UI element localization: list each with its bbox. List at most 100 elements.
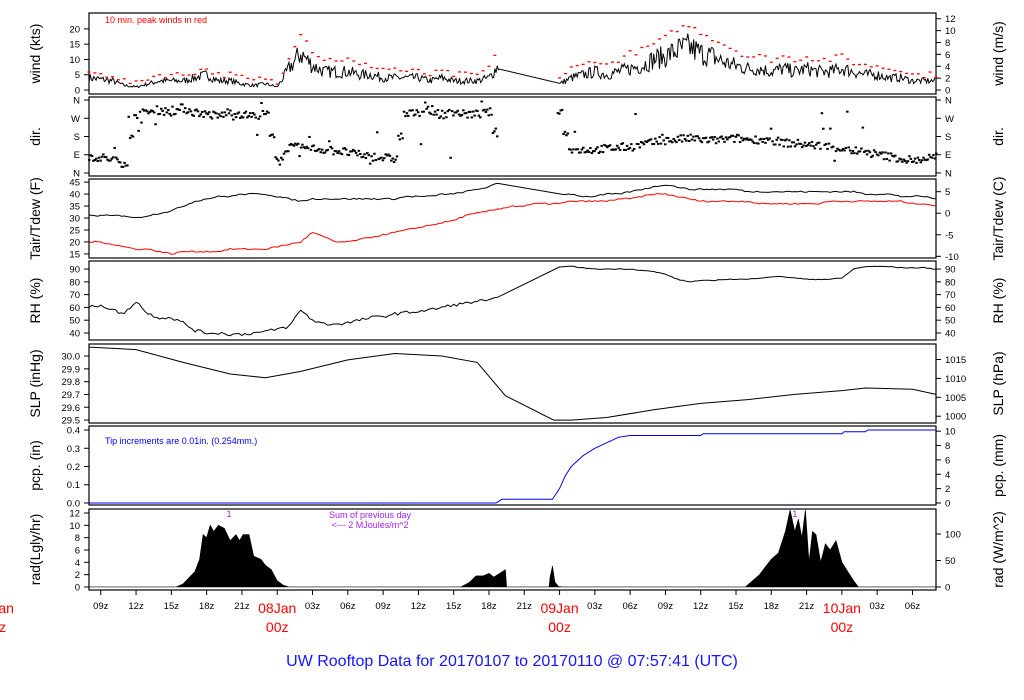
- wind-direction-point: [193, 109, 197, 112]
- wind-direction-point: [233, 113, 236, 116]
- wind-direction-point: [186, 111, 190, 114]
- wind-direction-point: [810, 140, 814, 143]
- wind-direction-point: [200, 110, 204, 113]
- wind-direction-point: [240, 115, 243, 118]
- wind-direction-point: [138, 110, 142, 113]
- wind-direction-point: [155, 105, 159, 108]
- wind-direction-point: [719, 136, 722, 139]
- wind-direction-point: [692, 135, 695, 138]
- wind-direction-point: [421, 110, 424, 113]
- wind-direction-point: [161, 109, 164, 112]
- wind-direction-point: [817, 141, 821, 144]
- wind-direction-point: [179, 103, 183, 106]
- wind-direction-point: [366, 152, 369, 155]
- y-tick-label-right: 50: [945, 556, 956, 567]
- y-tick-label-right: 2: [945, 74, 950, 85]
- x-tick-label: 12z: [128, 601, 144, 612]
- wind-direction-point: [615, 144, 619, 147]
- y-tick-label-right: 90: [945, 265, 956, 276]
- wind-direction-point: [263, 113, 266, 116]
- y-tick-label: 0.4: [67, 426, 80, 437]
- wind-direction-point: [486, 108, 489, 111]
- wind-direction-point: [88, 158, 91, 161]
- wind-direction-point: [96, 160, 99, 163]
- wind-direction-point: [864, 149, 867, 152]
- wind-direction-point: [490, 113, 493, 116]
- wind-direction-point: [665, 136, 668, 139]
- wind-direction-point: [656, 142, 660, 145]
- wind-direction-point: [203, 110, 207, 113]
- wind-direction-point: [884, 151, 887, 154]
- wind-direction-point: [836, 147, 839, 150]
- wind-direction-point: [905, 161, 908, 164]
- wind-direction-point: [313, 149, 317, 152]
- y-axis-label-right: rad (W/m^2): [990, 511, 1006, 588]
- wind-direction-point: [368, 162, 372, 165]
- wind-direction-point: [837, 148, 841, 151]
- y-tick-label-right: 80: [945, 277, 956, 288]
- wind-direction-point: [822, 127, 825, 130]
- wind-direction-point: [285, 150, 289, 153]
- wind-direction-point: [895, 160, 898, 163]
- y-tick-label-right: 60: [945, 303, 956, 314]
- y-tick-label: E: [74, 150, 80, 161]
- y-tick-label-right: 40: [945, 328, 956, 339]
- wind-direction-point: [601, 151, 605, 154]
- date-time-label: 00z: [831, 619, 854, 635]
- wind-annotation: 10 min. peak winds in red: [105, 15, 207, 25]
- wind-direction-point: [234, 116, 238, 119]
- wind-direction-point: [407, 114, 410, 117]
- wind-direction-point: [678, 139, 681, 142]
- wind-direction-point: [360, 156, 363, 159]
- wind-direction-point: [717, 140, 721, 143]
- wind-direction-point: [863, 150, 866, 153]
- wind-direction-point: [415, 109, 419, 112]
- wind-direction-point: [668, 140, 671, 143]
- wind-direction-point: [788, 139, 791, 142]
- wind-direction-point: [124, 164, 128, 167]
- wind-direction-point: [579, 151, 582, 154]
- wind-direction-point: [367, 154, 371, 157]
- wind-direction-point: [697, 137, 701, 140]
- wind-direction-point: [254, 116, 258, 119]
- wind-direction-point: [772, 143, 776, 146]
- wind-direction-point: [237, 111, 241, 114]
- radiation-area: [88, 509, 937, 588]
- wind-direction-point: [652, 143, 656, 146]
- wind-direction-point: [707, 140, 711, 143]
- wind-direction-point: [867, 149, 870, 152]
- y-axis-label-right: Tair/Tdew (C): [990, 176, 1006, 260]
- x-tick-label: 06z: [905, 601, 921, 612]
- y-tick-label: 0.2: [67, 462, 80, 473]
- y-tick-label: 5: [75, 70, 80, 81]
- y-tick-label-right: 8: [945, 38, 950, 49]
- wind-direction-point: [781, 138, 784, 141]
- wind-direction-point: [879, 152, 883, 155]
- wind-direction-point: [215, 112, 218, 115]
- wind-direction-point: [800, 146, 804, 149]
- wind-direction-point: [860, 147, 863, 150]
- wind-direction-point: [908, 155, 911, 158]
- wind-direction-point: [831, 145, 835, 148]
- wind-direction-point: [106, 158, 109, 161]
- y-tick-label: 29.8: [62, 377, 81, 388]
- y-tick-label-right: N: [945, 168, 952, 179]
- wind-direction-point: [274, 156, 277, 159]
- wind-direction-point: [919, 161, 922, 164]
- y-tick-label-right: 5: [945, 187, 950, 198]
- wind-direction-point: [359, 152, 362, 155]
- panel-frame: [88, 12, 937, 95]
- wind-direction-point: [776, 136, 780, 139]
- wind-direction-point: [476, 110, 479, 113]
- wind-direction-point: [747, 138, 750, 141]
- wind-direction-point: [463, 112, 467, 115]
- wind-direction-point: [857, 150, 860, 153]
- wind-direction-point: [480, 100, 483, 103]
- wind-direction-point: [590, 152, 594, 155]
- wind-direction-point: [491, 131, 495, 134]
- wind-direction-point: [342, 147, 345, 150]
- wind-direction-point: [450, 110, 454, 113]
- wind-direction-point: [144, 109, 147, 112]
